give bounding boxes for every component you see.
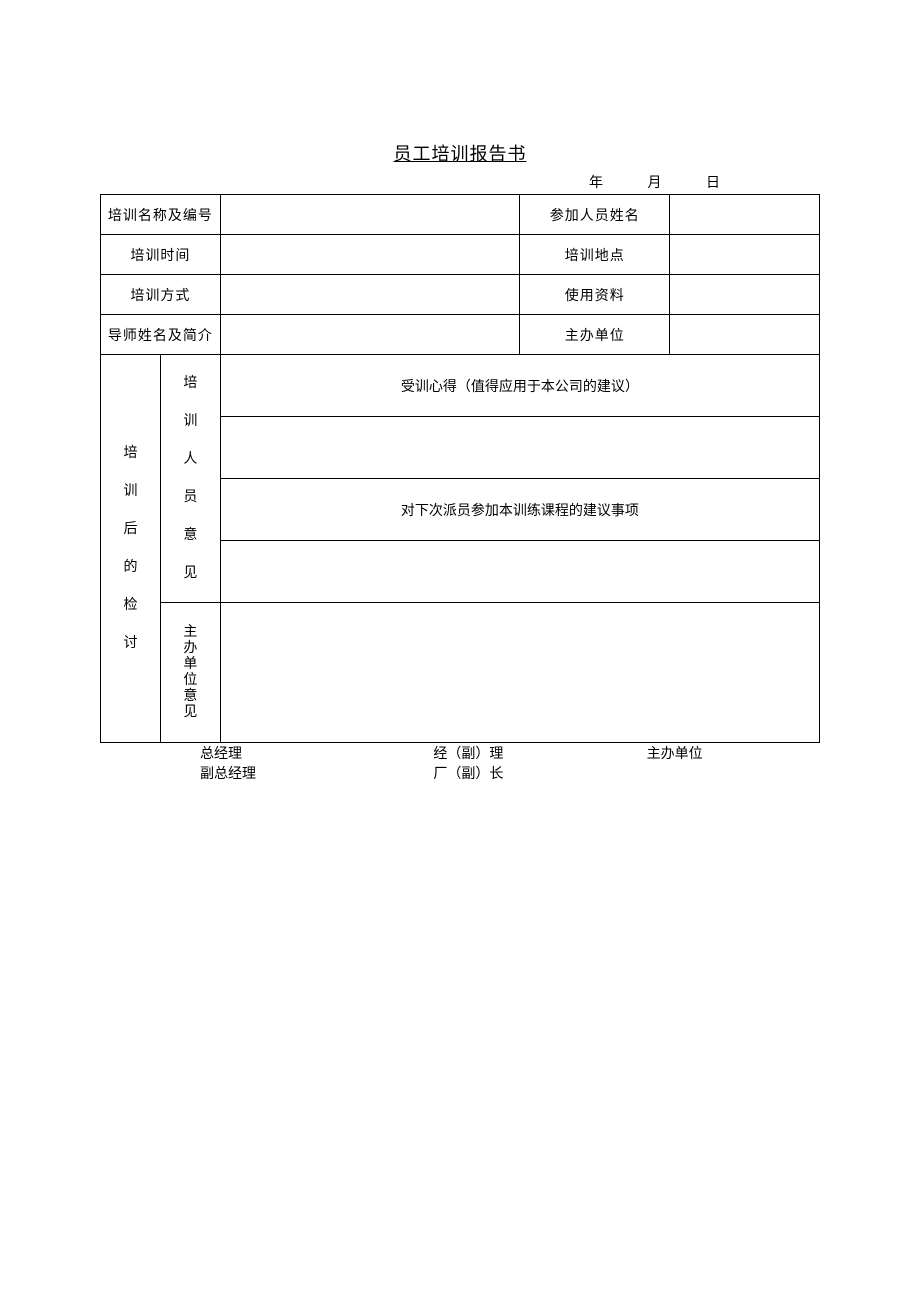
table-row: 培训后的检讨 培训人员意见 受训心得（值得应用于本公司的建议） [101, 355, 820, 417]
label-review-side: 培训后的检讨 [101, 355, 161, 743]
footer-signatures: 总经理 副总经理 经（副）理 厂（副）长 主办单位 [100, 745, 820, 784]
footer-col-host: 主办单位 [607, 745, 820, 784]
value-time [220, 235, 520, 275]
value-method [220, 275, 520, 315]
label-time: 培训时间 [101, 235, 221, 275]
label-location: 培训地点 [520, 235, 670, 275]
label-attendee: 参加人员姓名 [520, 195, 670, 235]
label-method: 培训方式 [101, 275, 221, 315]
cell-suggestion-blank [220, 541, 819, 603]
vertical-text: 培训后的检讨 [101, 435, 160, 663]
heading-insight: 受训心得（值得应用于本公司的建议） [220, 355, 819, 417]
vertical-text: 主办单位意见 [161, 603, 220, 742]
table-row: 导师姓名及简介 主办单位 [101, 315, 820, 355]
date-month: 月 [648, 172, 702, 192]
value-materials [670, 275, 820, 315]
vertical-text: 培训人员意见 [161, 365, 220, 593]
label-host-opinion: 主办单位意见 [160, 603, 220, 743]
value-instructor [220, 315, 520, 355]
footer-line: 经（副）理 [433, 745, 606, 765]
footer-col-manager: 经（副）理 厂（副）长 [373, 745, 606, 784]
date-year: 年 [589, 172, 643, 192]
footer-line: 副总经理 [200, 765, 373, 785]
footer-line: 总经理 [200, 745, 373, 765]
label-materials: 使用资料 [520, 275, 670, 315]
table-row: 培训时间 培训地点 [101, 235, 820, 275]
value-attendee [670, 195, 820, 235]
cell-insight-blank [220, 417, 819, 479]
label-instructor: 导师姓名及简介 [101, 315, 221, 355]
value-training-name [220, 195, 520, 235]
label-trainee-opinion: 培训人员意见 [160, 355, 220, 603]
form-table: 培训名称及编号 参加人员姓名 培训时间 培训地点 培训方式 使用资料 导师姓名及… [100, 194, 820, 743]
page-title: 员工培训报告书 [100, 140, 820, 166]
value-location [670, 235, 820, 275]
table-row: 培训名称及编号 参加人员姓名 [101, 195, 820, 235]
footer-col-gm: 总经理 副总经理 [100, 745, 373, 784]
heading-suggestion: 对下次派员参加本训练课程的建议事项 [220, 479, 819, 541]
cell-host-opinion-blank [220, 603, 819, 743]
date-row: 年 月 日 [100, 172, 820, 192]
footer-line: 主办单位 [647, 745, 820, 765]
label-training-name: 培训名称及编号 [101, 195, 221, 235]
date-day: 日 [706, 172, 760, 192]
footer-line: 厂（副）长 [433, 765, 606, 785]
value-host [670, 315, 820, 355]
table-row: 培训方式 使用资料 [101, 275, 820, 315]
label-host: 主办单位 [520, 315, 670, 355]
table-row: 主办单位意见 [101, 603, 820, 743]
